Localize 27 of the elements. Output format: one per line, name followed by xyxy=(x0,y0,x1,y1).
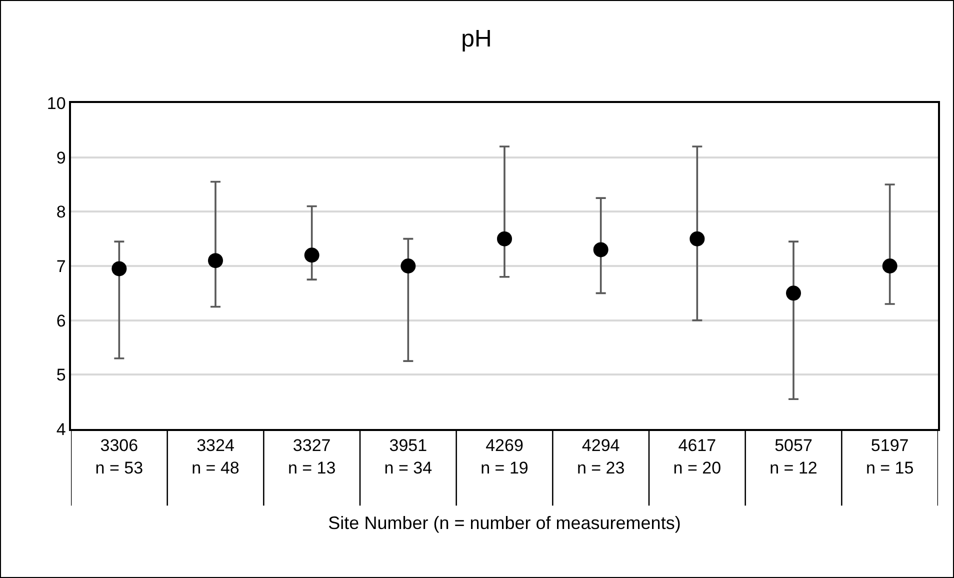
x-tick-label: 5197 n = 15 xyxy=(866,436,914,478)
y-tick-label: 10 xyxy=(46,94,66,113)
point xyxy=(593,242,608,258)
y-tick-label: 9 xyxy=(56,148,66,168)
point xyxy=(112,261,127,276)
y-tick-label: 8 xyxy=(56,202,66,222)
point xyxy=(400,258,416,274)
point xyxy=(304,248,320,263)
x-tick-label: 4269 n = 19 xyxy=(480,436,528,478)
point xyxy=(690,231,705,246)
y-tick-label: 6 xyxy=(56,311,66,330)
point xyxy=(786,286,801,301)
x-tick-label: 3324 n = 48 xyxy=(192,436,240,478)
x-tick-label: 3951 n = 34 xyxy=(384,436,432,478)
x-tick-label: 4294 n = 23 xyxy=(576,436,625,478)
x-axis-title: Site Number (n = number of measurements) xyxy=(328,512,681,533)
point xyxy=(497,231,512,246)
x-tick-label: 4617 n = 20 xyxy=(673,436,722,478)
y-tick-label: 5 xyxy=(56,366,66,385)
x-tick-label: 3306 n = 53 xyxy=(95,436,144,478)
chart-title: pH xyxy=(461,26,492,53)
x-tick-label: 5057 n = 12 xyxy=(770,436,818,478)
point xyxy=(882,258,898,274)
point xyxy=(208,253,223,268)
y-tick-label: 4 xyxy=(56,420,66,439)
x-tick-label: 3327 n = 13 xyxy=(288,436,336,478)
y-tick-label: 7 xyxy=(56,256,66,276)
